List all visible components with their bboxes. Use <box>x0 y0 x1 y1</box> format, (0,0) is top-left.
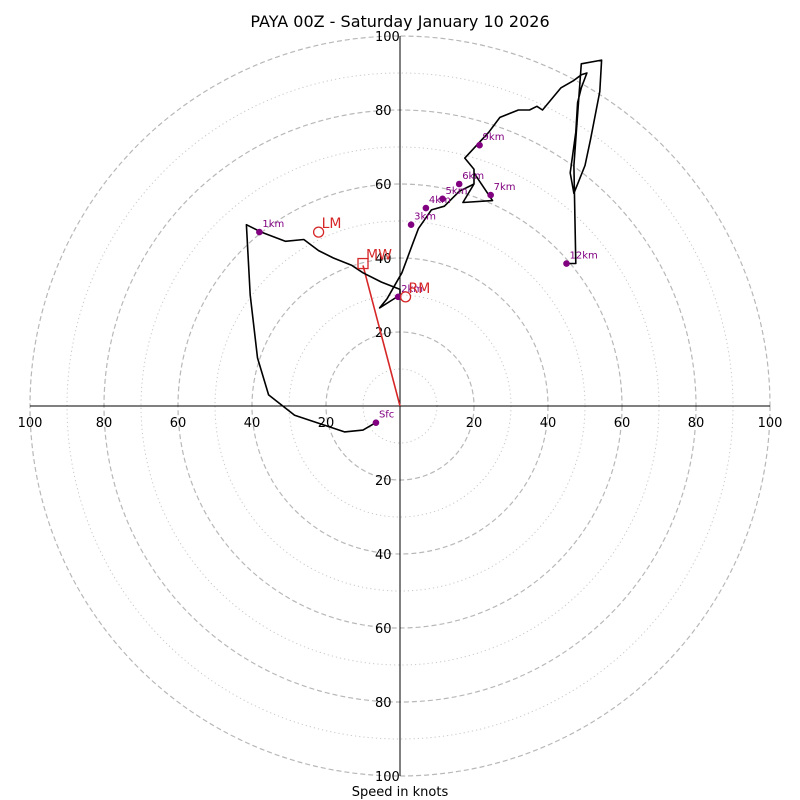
storm-motion-label: LM <box>322 216 342 232</box>
x-tick-label: 80 <box>688 416 705 431</box>
height-marker-label: 9km <box>483 132 505 143</box>
y-tick-label: 40 <box>375 548 392 563</box>
y-tick-label: 80 <box>375 696 392 711</box>
height-marker-point <box>422 204 430 212</box>
height-marker-6km: 6km <box>455 171 484 188</box>
x-tick-label: 60 <box>170 416 187 431</box>
storm-motion-vector <box>362 265 401 407</box>
storm-motion-marker <box>357 257 369 270</box>
x-tick-label: 20 <box>466 416 483 431</box>
x-axis-label: Speed in knots <box>352 785 449 800</box>
height-marker-9km: 9km <box>476 132 505 149</box>
storm-motion-rm: RM <box>399 281 431 303</box>
height-marker-7km: 7km <box>487 182 516 199</box>
x-tick-label: 100 <box>18 416 43 431</box>
hodograph-line <box>245 59 603 433</box>
height-marker-label: 3km <box>414 212 436 223</box>
series-layer <box>245 59 603 433</box>
storm-motion-marker <box>312 226 325 238</box>
height-marker-point <box>439 195 446 203</box>
height-marker-point <box>407 221 415 228</box>
y-tick-label: 80 <box>375 104 392 119</box>
height-marker-label: 2km <box>401 284 423 295</box>
chart-title: PAYA 00Z - Saturday January 10 2026 <box>250 12 549 31</box>
height-marker-label: 7km <box>494 182 516 193</box>
storm-motion-label: RM <box>409 281 431 297</box>
height-marker-point <box>487 191 494 199</box>
height-marker-point <box>563 260 570 267</box>
height-marker-label: 12km <box>570 251 598 262</box>
storm-motion-label: MW <box>366 248 392 264</box>
x-tick-label: 100 <box>758 416 783 431</box>
storm-motion-marker <box>399 291 412 303</box>
storm-motion-lm: LM <box>312 216 342 238</box>
height-marker-3km: 3km <box>407 212 436 228</box>
height-markers: Sfc1km2km3km4km5km6km7km9km12km <box>256 132 598 426</box>
height-marker-point <box>256 228 263 236</box>
height-marker-1km: 1km <box>256 219 284 236</box>
height-marker-point <box>372 419 380 426</box>
x-tick-label: 40 <box>244 416 261 431</box>
storm-motion-mw: MW <box>357 248 392 270</box>
y-tick-label: 40 <box>375 252 392 267</box>
y-tick-label: 20 <box>375 326 392 341</box>
tick-labels: 100 80 60 40 20 20 40 60 80 100100806040202040608… <box>18 30 783 785</box>
height-marker-2km: 2km <box>394 284 423 301</box>
height-marker-5km: 5km <box>439 186 468 203</box>
x-tick-label: 40 <box>540 416 557 431</box>
y-tick-label: 100 <box>375 770 400 785</box>
x-tick-label: 80 <box>96 416 113 431</box>
height-marker-12km: 12km <box>563 251 598 267</box>
y-tick-label: 60 <box>375 622 392 637</box>
height-marker-label: 1km <box>262 219 284 230</box>
height-marker-point <box>476 141 483 149</box>
y-tick-label: 60 <box>375 178 392 193</box>
x-tick-label: 60 <box>614 416 631 431</box>
height-marker-point <box>394 293 402 301</box>
height-marker-label: 5km <box>446 186 468 197</box>
height-marker-label: 6km <box>462 171 484 182</box>
height-marker-label: Sfc <box>379 410 394 421</box>
storm-motion-layer: MW LM RM <box>312 216 431 303</box>
y-tick-label: 20 <box>375 474 392 489</box>
height-marker-point <box>455 180 463 188</box>
height-marker-Sfc: Sfc <box>372 410 394 426</box>
y-tick-label: 100 <box>375 30 400 45</box>
